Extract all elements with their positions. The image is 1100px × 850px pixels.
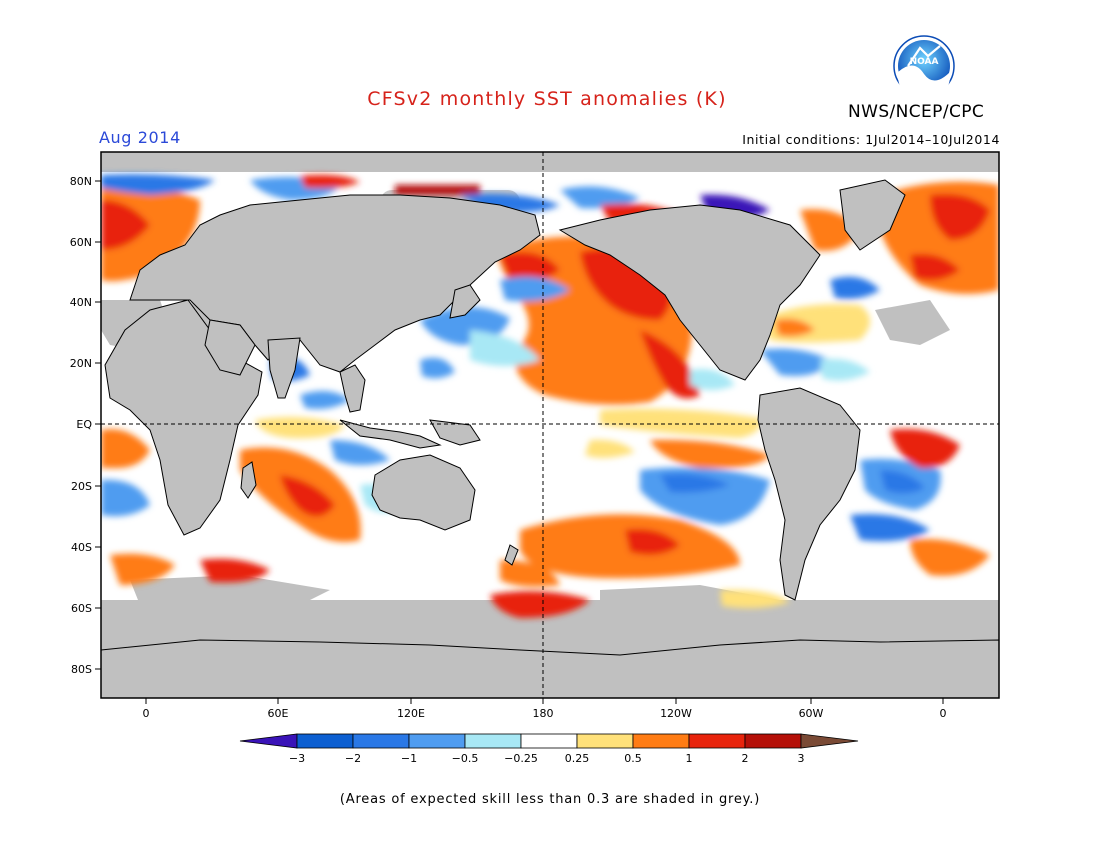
colorbar-cell: [408, 733, 466, 749]
colorbar-label: 0.5: [624, 752, 642, 765]
colorbar-label: −3: [289, 752, 305, 765]
colorbar-label: 0.25: [565, 752, 590, 765]
lon-label: 0: [940, 707, 947, 720]
lat-label: 40S: [71, 541, 92, 554]
sst-anomaly-map: 80N 60N 40N 20N EQ 20S 40S 60S 80S 0 60E…: [70, 151, 1000, 720]
chart-title: CFSv2 monthly SST anomalies (K): [367, 88, 727, 110]
south-america-landmass: [757, 387, 861, 601]
colorbar-label: −0.25: [504, 752, 538, 765]
lat-label: EQ: [76, 418, 92, 431]
lon-label: 60E: [268, 707, 289, 720]
colorbar-cell: [632, 733, 690, 749]
colorbar-cell: [352, 733, 410, 749]
lat-label: 60S: [71, 602, 92, 615]
colorbar-cell: [576, 733, 634, 749]
lat-label: 60N: [70, 236, 92, 249]
agency-label: NWS/NCEP/CPC: [848, 102, 985, 122]
lon-label: 60W: [799, 707, 824, 720]
noaa-logo-text: NOAA: [910, 57, 939, 67]
lat-labels: 80N 60N 40N 20N EQ 20S 40S 60S 80S: [70, 175, 93, 676]
colorbar-label: −2: [345, 752, 361, 765]
colorbar-cell: [520, 733, 578, 749]
lat-label: 20S: [71, 480, 92, 493]
lon-ticks: [145, 698, 944, 704]
colorbar-low-arrow: [239, 733, 298, 749]
lon-label: 120W: [660, 707, 692, 720]
north-america-landmass: [558, 204, 821, 381]
noaa-logo: NOAA: [893, 35, 955, 102]
colorbar-cell: [688, 733, 746, 749]
colorbar-label: 1: [686, 752, 693, 765]
continents: [101, 179, 999, 698]
lat-ticks: [95, 180, 101, 670]
colorbar-cell: [744, 733, 802, 749]
colorbar-cell: [464, 733, 522, 749]
colorbar: −3 −2 −1 −0.5 −0.25 0.25 0.5 1 2 3: [239, 733, 859, 765]
lat-label: 80S: [71, 663, 92, 676]
lon-label: 120E: [397, 707, 425, 720]
skill-footnote: (Areas of expected skill less than 0.3 a…: [339, 792, 761, 807]
forecast-month: Aug 2014: [99, 128, 181, 147]
lat-label: 20N: [70, 357, 92, 370]
australia-landmass: [371, 454, 476, 531]
lat-label: 40N: [70, 296, 92, 309]
colorbar-label: 3: [798, 752, 805, 765]
colorbar-label: 2: [742, 752, 749, 765]
initial-conditions: Initial conditions: 1Jul2014–10Jul2014: [742, 132, 1000, 147]
colorbar-high-arrow: [800, 733, 859, 749]
lon-label: 180: [533, 707, 554, 720]
colorbar-label: −1: [401, 752, 417, 765]
colorbar-label: −0.5: [452, 752, 479, 765]
lat-label: 80N: [70, 175, 92, 188]
anomaly-field: [101, 174, 999, 618]
lon-labels: 0 60E 120E 180 120W 60W 0: [143, 707, 947, 720]
lon-label: 0: [143, 707, 150, 720]
colorbar-cell: [296, 733, 354, 749]
antarctica-landmass: [101, 639, 999, 698]
